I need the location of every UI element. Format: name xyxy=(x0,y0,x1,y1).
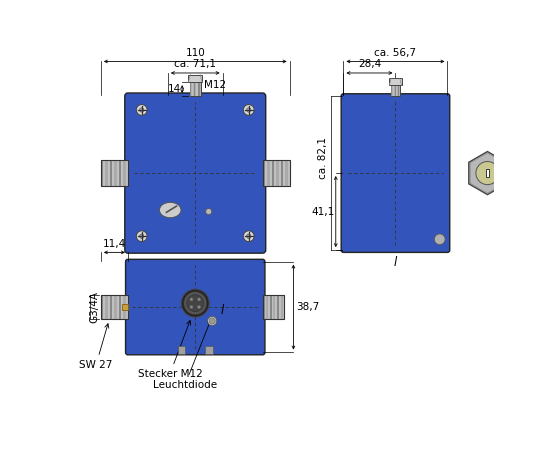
Bar xyxy=(196,82,197,96)
Bar xyxy=(263,160,289,186)
Circle shape xyxy=(243,231,254,241)
Circle shape xyxy=(246,108,251,112)
Text: 28,4: 28,4 xyxy=(358,59,381,69)
Bar xyxy=(486,169,489,177)
Bar xyxy=(273,295,276,319)
Circle shape xyxy=(140,108,144,112)
Text: Stecker M12: Stecker M12 xyxy=(138,320,202,379)
FancyBboxPatch shape xyxy=(341,94,450,252)
Bar xyxy=(178,347,185,354)
Bar xyxy=(398,85,399,96)
Text: M12: M12 xyxy=(205,80,227,90)
Circle shape xyxy=(136,105,147,115)
Text: G3/4A: G3/4A xyxy=(90,291,100,323)
Circle shape xyxy=(197,305,201,309)
Bar xyxy=(101,295,128,319)
Bar xyxy=(263,295,284,319)
Text: 12,5x4: 12,5x4 xyxy=(0,466,1,467)
Bar xyxy=(192,82,193,96)
Bar xyxy=(123,295,126,319)
Circle shape xyxy=(207,316,217,325)
Bar xyxy=(110,160,112,186)
Bar xyxy=(397,85,398,96)
Bar xyxy=(101,160,128,186)
Bar xyxy=(101,295,128,319)
Bar xyxy=(106,295,108,319)
Bar xyxy=(199,82,200,96)
Bar xyxy=(101,160,103,186)
Bar xyxy=(119,160,122,186)
Bar xyxy=(394,85,395,96)
Bar xyxy=(119,295,122,319)
Text: Leuchtdiode: Leuchtdiode xyxy=(153,320,217,390)
Bar xyxy=(391,85,392,96)
Text: l: l xyxy=(221,304,224,318)
Circle shape xyxy=(243,105,254,115)
FancyBboxPatch shape xyxy=(125,259,265,355)
Bar xyxy=(267,160,270,186)
Text: ca. 82,1: ca. 82,1 xyxy=(318,137,328,179)
Bar xyxy=(101,160,128,186)
Circle shape xyxy=(190,305,193,309)
Bar xyxy=(272,160,274,186)
Bar xyxy=(285,160,288,186)
Circle shape xyxy=(434,234,445,245)
Text: 110: 110 xyxy=(185,48,205,57)
Text: 38,7: 38,7 xyxy=(296,302,319,312)
Circle shape xyxy=(476,162,499,184)
Bar xyxy=(190,82,201,96)
Bar xyxy=(188,75,202,82)
Bar xyxy=(391,85,400,96)
Text: 14: 14 xyxy=(167,84,180,94)
Circle shape xyxy=(136,231,147,241)
Bar xyxy=(276,160,278,186)
Circle shape xyxy=(206,208,212,215)
Circle shape xyxy=(246,234,251,238)
Bar xyxy=(266,295,268,319)
Text: SW 27: SW 27 xyxy=(79,324,113,370)
Text: ca. 56,7: ca. 56,7 xyxy=(375,48,416,57)
Bar xyxy=(110,295,112,319)
Bar xyxy=(263,160,289,186)
Bar xyxy=(393,85,394,96)
Bar xyxy=(194,82,195,96)
Circle shape xyxy=(190,298,193,301)
Circle shape xyxy=(140,234,144,238)
Bar xyxy=(106,160,108,186)
Bar xyxy=(263,160,265,186)
Bar xyxy=(277,295,279,319)
Text: 41,1: 41,1 xyxy=(311,206,334,217)
Bar xyxy=(263,295,265,319)
Bar xyxy=(123,160,126,186)
Bar xyxy=(122,304,128,310)
Bar xyxy=(280,295,283,319)
Bar xyxy=(114,295,117,319)
Bar xyxy=(205,347,213,354)
Circle shape xyxy=(197,298,201,301)
Bar xyxy=(190,82,191,96)
Circle shape xyxy=(187,295,204,311)
Bar xyxy=(270,295,272,319)
Bar xyxy=(280,160,283,186)
Polygon shape xyxy=(469,151,506,195)
Bar xyxy=(101,295,103,319)
Text: l: l xyxy=(394,256,397,269)
Bar xyxy=(389,78,402,85)
Ellipse shape xyxy=(160,202,181,218)
Text: ca. 71,1: ca. 71,1 xyxy=(174,59,216,69)
Bar xyxy=(114,160,117,186)
Bar xyxy=(263,295,284,319)
Circle shape xyxy=(182,290,209,317)
Circle shape xyxy=(209,318,215,324)
Circle shape xyxy=(184,292,207,315)
FancyBboxPatch shape xyxy=(125,93,266,253)
Text: 11,4: 11,4 xyxy=(103,239,126,248)
